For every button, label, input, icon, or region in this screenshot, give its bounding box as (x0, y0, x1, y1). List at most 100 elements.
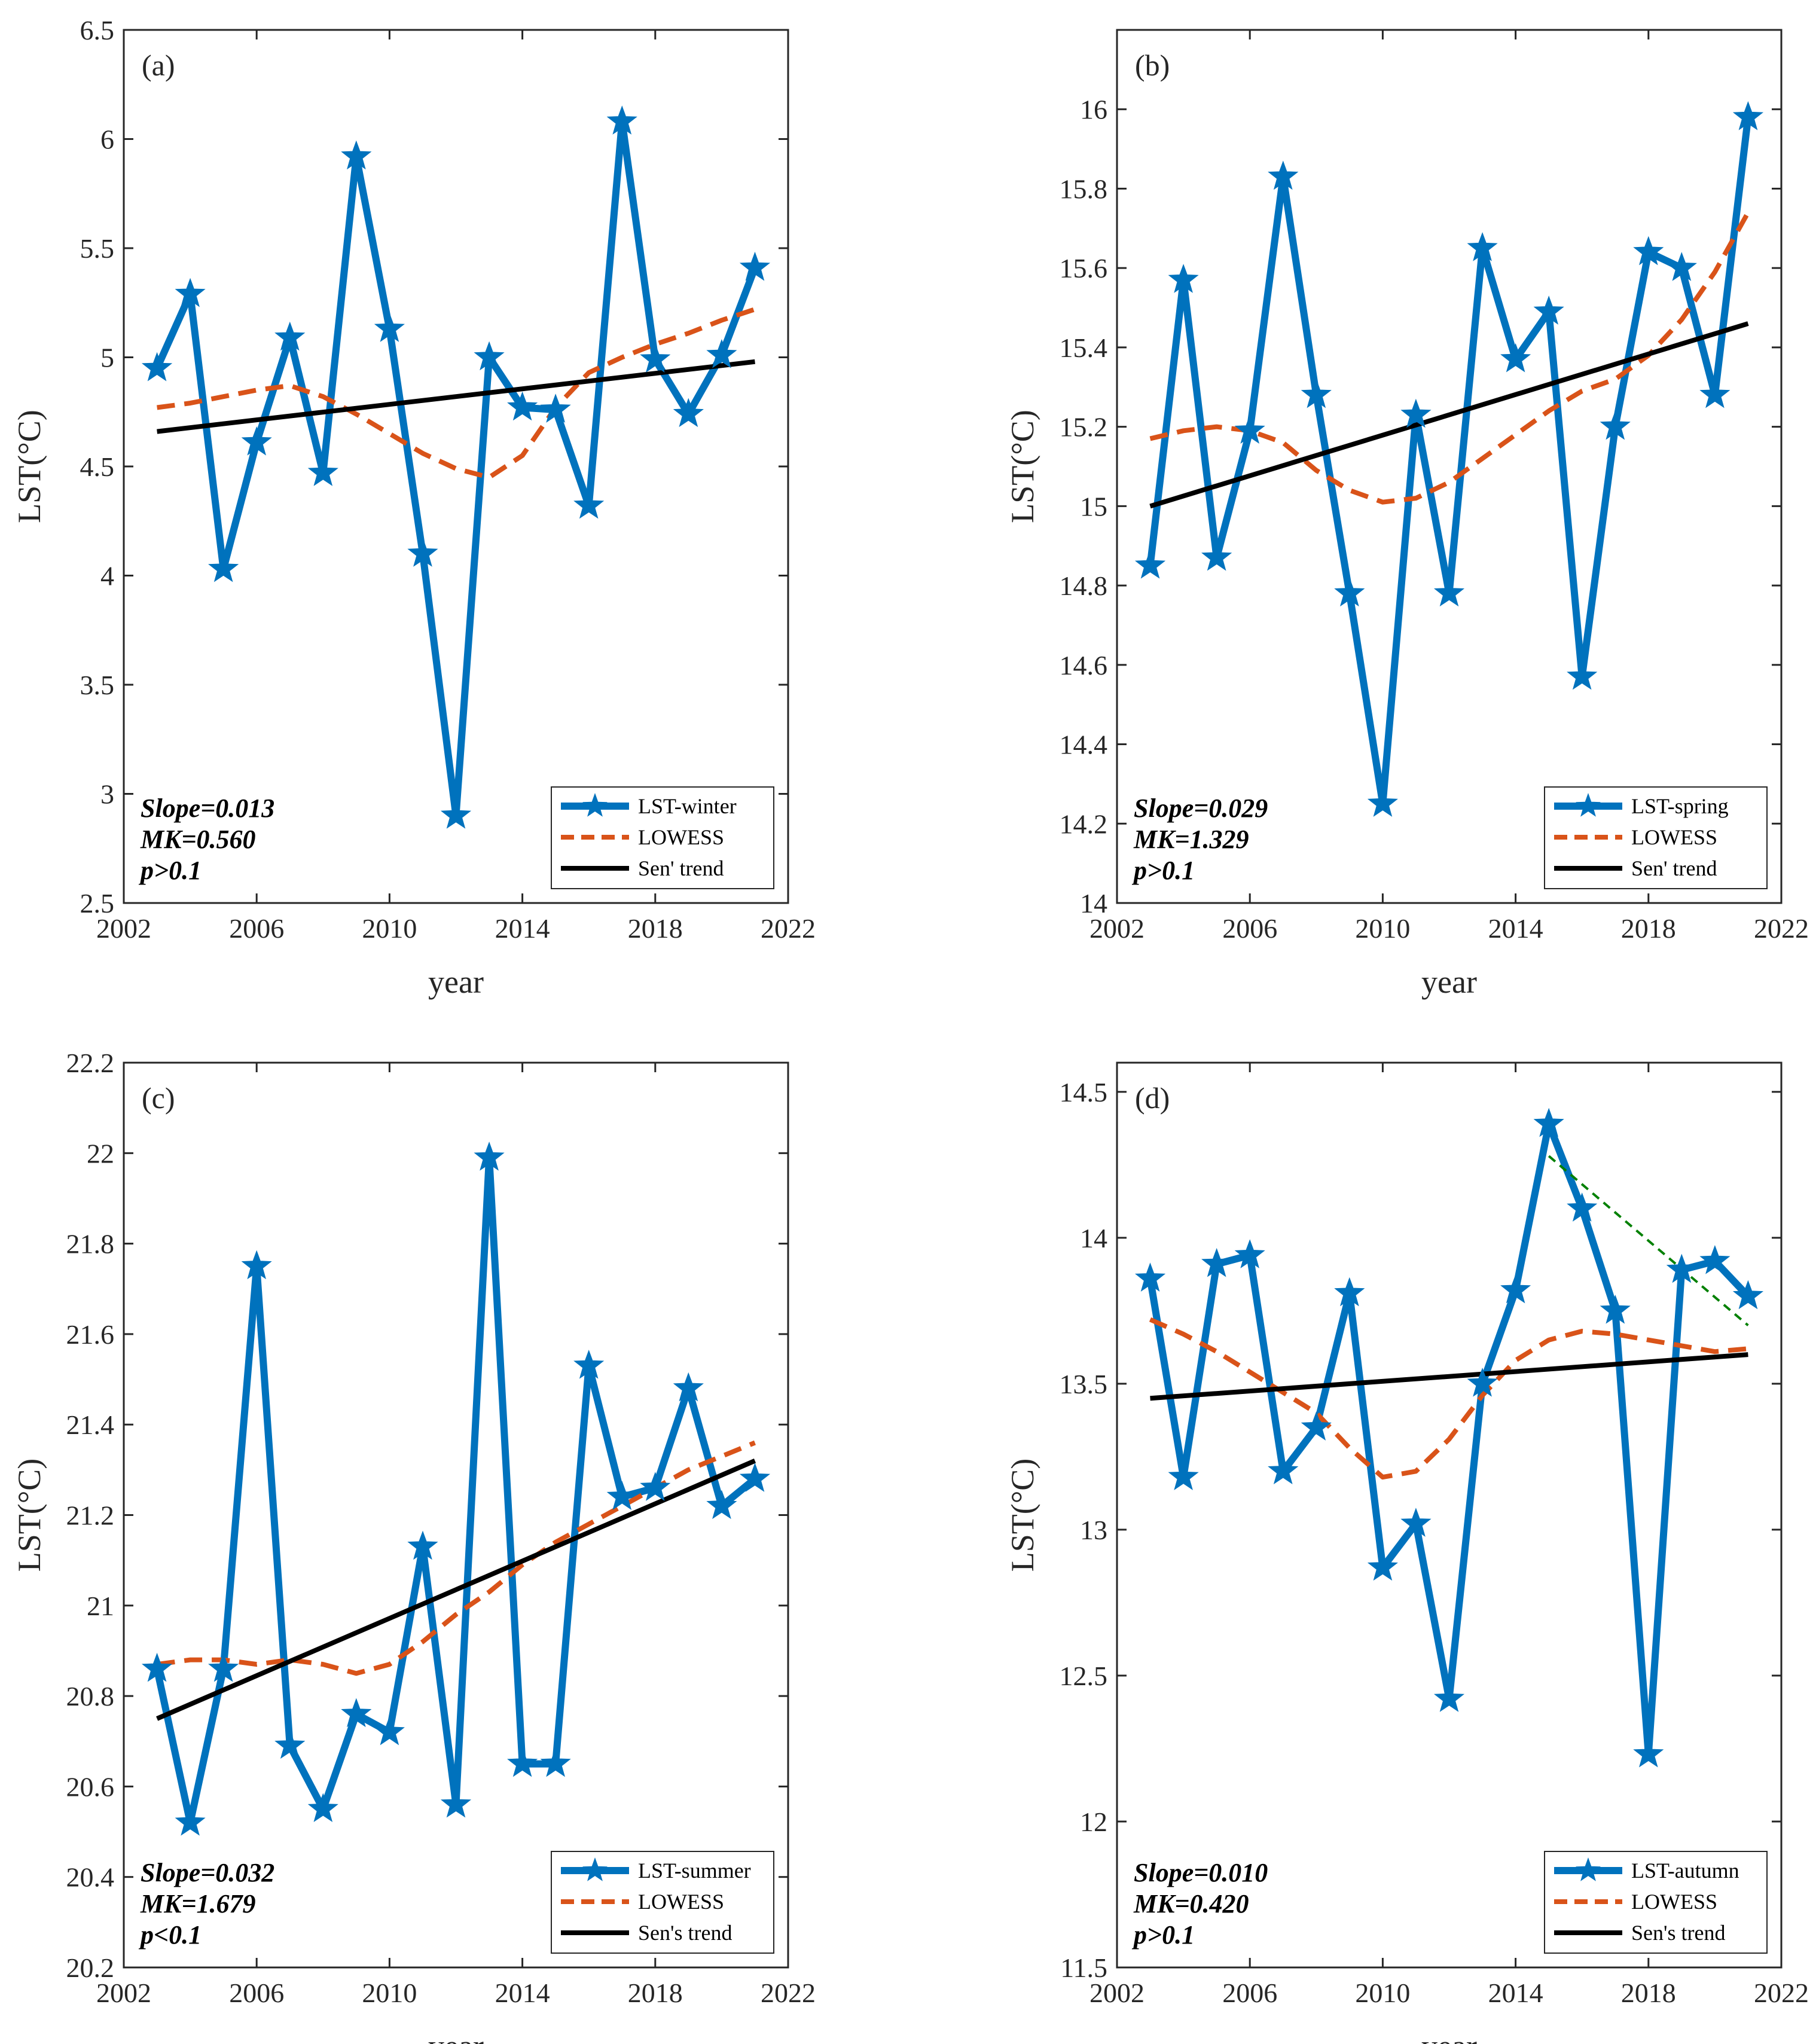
data-point-star (1433, 577, 1465, 607)
y-tick-label: 5 (100, 343, 114, 373)
x-tick-label: 2002 (96, 1978, 151, 2008)
y-tick-label: 3.5 (80, 670, 115, 700)
data-point-star (1666, 1253, 1697, 1283)
data-point-star (307, 1793, 338, 1822)
data-point-star (1268, 160, 1299, 190)
x-tick-label: 2006 (1222, 1978, 1277, 2008)
data-point-star (374, 1716, 405, 1746)
x-tick-label: 2018 (628, 913, 683, 944)
x-tick-label: 2002 (1089, 913, 1144, 944)
data-point-star (1334, 577, 1365, 607)
data-point-star (1334, 1277, 1365, 1307)
panel-label: (a) (142, 48, 175, 82)
series-line-lowess (157, 307, 756, 480)
chart-panel-3: 20.2 20.4 20.6 20.8 21 21.2 21.4 21.6 21.8 22 22.2… (11, 1048, 816, 2044)
guide-line-dashed (1548, 1155, 1749, 1326)
data-point-star (1234, 1239, 1265, 1268)
legend-label: Sen's trend (1631, 1921, 1725, 1945)
y-tick-label: 22 (87, 1138, 114, 1169)
data-point-star (1633, 1738, 1664, 1768)
legend-marker-star (1576, 793, 1601, 817)
x-tick-label: 2010 (1355, 913, 1410, 944)
x-tick-label: 2010 (362, 1978, 417, 2008)
legend-label: LST-summer (638, 1859, 751, 1883)
data-point-star (606, 105, 637, 135)
data-point-star (141, 1652, 173, 1682)
data-point-star (573, 1350, 605, 1379)
y-tick-label: 22.2 (66, 1048, 115, 1078)
y-tick-label: 15.6 (1060, 253, 1108, 283)
data-point-star (1201, 541, 1232, 571)
data-point-star (407, 1530, 438, 1560)
series-line-sen-trend (156, 1459, 756, 1721)
y-tick-label: 6 (100, 124, 114, 155)
x-tick-label: 2014 (495, 1978, 550, 2008)
data-point-star (1633, 236, 1664, 266)
series-line-lst (153, 1154, 758, 1826)
x-tick-label: 2006 (229, 913, 284, 944)
data-point-star (1301, 1411, 1332, 1441)
y-tick-label: 20.4 (66, 1862, 115, 1893)
chart-panel-4: 11.5 12 12.5 13 13.5 14 14.5 2002 2006 2010 2014 20… (1005, 1061, 1809, 2044)
data-point-star (1201, 1247, 1232, 1277)
data-point-star (1567, 1192, 1598, 1222)
y-tick-label: 14.6 (1060, 650, 1108, 681)
stats-annotation-line: Slope=0.013 (141, 794, 274, 823)
x-axis-label: year (1421, 964, 1477, 1000)
series-line-sen-trend (1150, 1352, 1748, 1401)
data-point-star (1699, 1245, 1731, 1274)
y-tick-label: 6.5 (80, 15, 115, 45)
y-axis-label: LST(°C) (1005, 410, 1040, 523)
legend-label: LST-autumn (1631, 1859, 1739, 1883)
plot-area-frame (1116, 1061, 1783, 1969)
y-tick-label: 13.5 (1060, 1369, 1108, 1399)
y-tick-label: 16 (1080, 94, 1107, 125)
legend-marker-star (582, 1857, 608, 1881)
x-tick-label: 2018 (628, 1978, 683, 2008)
data-point-star (1234, 414, 1265, 444)
data-point-star (1666, 252, 1697, 281)
data-point-star (1533, 295, 1564, 325)
y-tick-label: 14.4 (1060, 730, 1108, 760)
stats-annotation-line: MK=1.329 (1133, 825, 1249, 854)
y-axis-label: LST(°C) (1005, 1459, 1040, 1572)
y-tick-label: 15.2 (1060, 412, 1108, 443)
data-point-star (1732, 1280, 1764, 1310)
x-tick-label: 2006 (229, 1978, 284, 2008)
x-tick-label: 2018 (1621, 1978, 1676, 2008)
legend-label: LST-spring (1631, 794, 1729, 818)
data-point-star (673, 1372, 704, 1402)
legend-marker-star (582, 793, 608, 817)
data-point-star (640, 343, 671, 373)
data-point-star (141, 352, 173, 382)
y-axis-label: LST(°C) (11, 410, 47, 523)
x-axis-label: year (1421, 2028, 1477, 2044)
data-point-star (440, 1788, 472, 1818)
data-point-star (706, 1490, 737, 1520)
stats-annotation-line: MK=0.420 (1133, 1889, 1249, 1918)
data-point-star (540, 1747, 571, 1777)
y-tick-label: 21.6 (66, 1319, 115, 1350)
y-tick-label: 20.6 (66, 1771, 115, 1802)
data-point-star (640, 1472, 671, 1501)
chart-panel-1: 2.5 3 3.5 4 4.5 5 5.5 6 6.5 2002 2006 2010 2014 2018 2… (11, 15, 816, 1000)
y-tick-label: 4.5 (80, 451, 115, 482)
x-tick-label: 2022 (1754, 913, 1809, 944)
y-tick-label: 14.5 (1060, 1077, 1108, 1108)
data-point-star (1467, 1368, 1498, 1397)
x-tick-label: 2002 (1089, 1978, 1144, 2008)
legend-label: LOWESS (1631, 825, 1717, 849)
data-point-star (739, 1463, 771, 1492)
data-point-star (507, 1747, 538, 1777)
data-point-star (1699, 379, 1731, 408)
x-axis-label: year (428, 2028, 484, 2044)
stats-annotation-line: p<0.1 (138, 1920, 202, 1950)
data-point-star (540, 393, 571, 423)
data-point-star (573, 489, 605, 519)
data-point-star (1732, 101, 1764, 130)
series-line-sen-trend (157, 359, 755, 434)
plot-area-frame (123, 1061, 789, 1969)
chart-panel-2: 14 14.2 14.4 14.6 14.8 15 15.2 15.4 15.6 15.8 16 20… (1005, 29, 1809, 1000)
data-point-star (1567, 660, 1598, 690)
y-tick-label: 11.5 (1060, 1953, 1107, 1983)
